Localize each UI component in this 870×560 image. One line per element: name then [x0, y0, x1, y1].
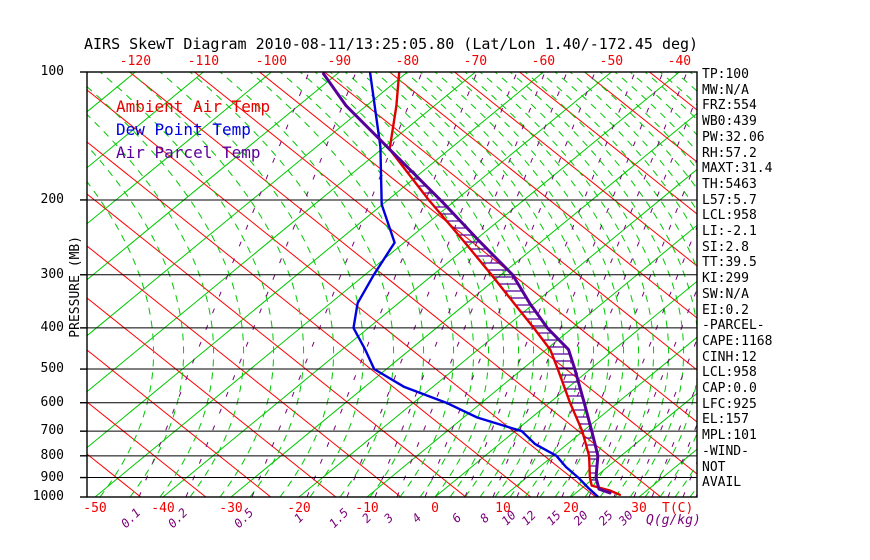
sounding-stats-panel: TP:100 MW:N/A FRZ:554 WB0:439 PW:32.06 RH:57.… [702, 67, 772, 491]
stat-line: RH:57.2 [702, 145, 757, 161]
bottom-temp-tick-label: 10 [495, 501, 511, 516]
top-temp-tick-label: -90 [327, 54, 352, 69]
stat-line: TP:100 [702, 67, 749, 82]
stat-line: KI:299 [702, 271, 749, 287]
stat-line: L57:5.7 [702, 192, 757, 208]
stat-line: CAPE:1168 [702, 333, 773, 349]
stat-line: LFC:925 [702, 396, 757, 412]
top-temp-tick-label: -40 [667, 54, 692, 69]
pressure-tick-label: 400 [40, 319, 64, 335]
stat-line: LCL:958 [702, 208, 757, 224]
top-temp-tick-label: -50 [599, 54, 624, 69]
bottom-temp-tick-label: -10 [355, 501, 379, 516]
legend-item-0: Ambient Air Temp [116, 97, 271, 116]
pressure-tick-label: 1000 [32, 489, 64, 504]
stat-line: EI:0.2 [702, 302, 749, 318]
pressure-tick-label: 600 [40, 394, 64, 410]
legend-item-1: Dew Point Temp [116, 120, 251, 139]
stat-line: -WIND- [702, 443, 749, 459]
bottom-temp-tick-label: -40 [151, 501, 175, 516]
stat-line: NOT [702, 459, 726, 475]
stat-line: MAXT:31.4 [702, 161, 773, 177]
top-temp-tick-label: -70 [463, 54, 488, 69]
bottom-temp-tick-label: -30 [219, 501, 243, 516]
stat-line: FRZ:554 [702, 98, 757, 114]
pressure-tick-label: 100 [40, 64, 64, 79]
pressure-tick-label: 500 [40, 361, 64, 377]
bottom-temp-tick-label: -50 [83, 501, 107, 516]
top-temp-tick-label: -120 [119, 54, 152, 69]
top-temp-tick-label: -100 [255, 54, 288, 69]
pressure-axis-title: PRESSURE (MB) [68, 235, 84, 338]
pressure-tick-label: 800 [40, 447, 64, 463]
stat-line: SI:2.8 [702, 239, 749, 255]
stat-line: TT:39.5 [702, 255, 757, 271]
mixing-unit-label: Q(g/kg) [646, 513, 701, 528]
stat-line: CAP:0.0 [702, 381, 757, 397]
bottom-temp-tick-label: 30 [631, 501, 647, 516]
stat-line: EL:157 [702, 412, 749, 428]
stat-line: WB0:439 [702, 114, 757, 130]
top-temp-tick-label: -60 [531, 54, 556, 69]
stat-line: -PARCEL- [702, 318, 765, 334]
stat-line: MW:N/A [702, 82, 749, 98]
stat-line: AVAIL [702, 475, 742, 491]
stat-line: TH:5463 [702, 176, 757, 192]
top-temp-tick-label: -110 [187, 54, 220, 69]
bottom-temp-tick-label: -20 [287, 501, 311, 516]
stat-line: LI:-2.1 [702, 224, 757, 240]
pressure-tick-label: 300 [40, 266, 64, 282]
stat-line: LCL:958 [702, 365, 757, 381]
bottom-temp-tick-label: 0 [431, 501, 439, 516]
chart-title: AIRS SkewT Diagram 2010-08-11/13:25:05.8… [84, 35, 699, 53]
pressure-tick-label: 700 [40, 423, 64, 439]
stat-line: MPL:101 [702, 428, 757, 444]
pressure-tick-label: 900 [40, 469, 64, 485]
bottom-temp-tick-label: 20 [563, 501, 579, 516]
pressure-tick-label: 200 [40, 191, 64, 207]
temp-unit-label: T(C) [662, 501, 694, 516]
stat-line: PW:32.06 [702, 129, 765, 145]
stat-line: CINH:12 [702, 349, 757, 365]
top-temp-tick-label: -80 [395, 54, 420, 69]
stat-line: SW:N/A [702, 286, 749, 302]
legend-item-2: Air Parcel Temp [116, 143, 261, 162]
